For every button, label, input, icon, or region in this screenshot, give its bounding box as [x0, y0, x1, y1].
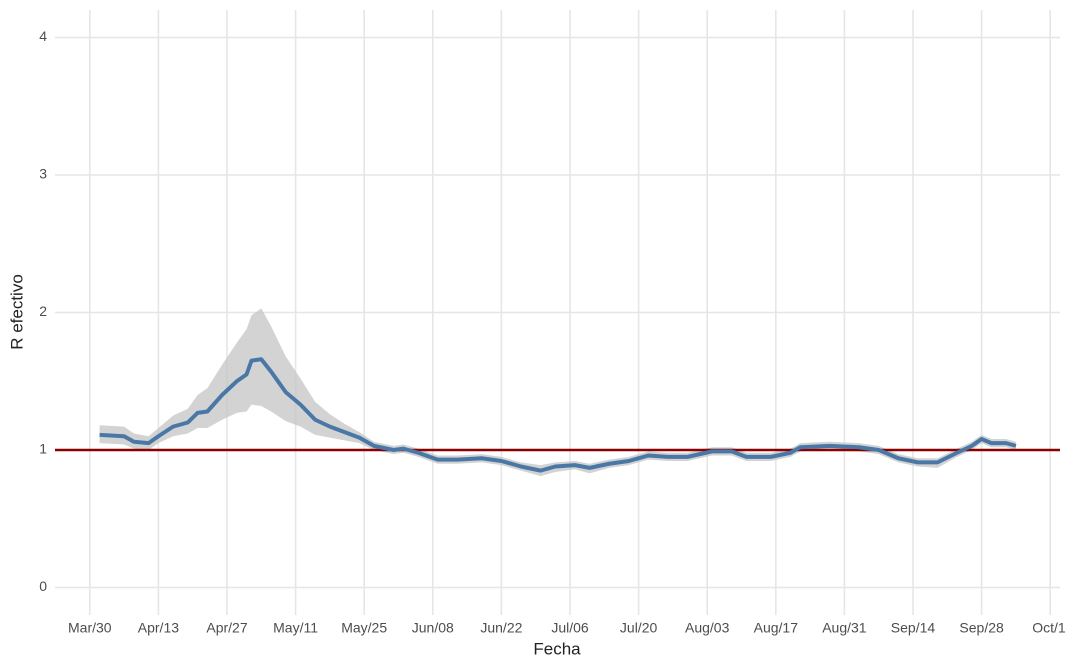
y-tick-label: 4 [39, 28, 47, 44]
x-tick-label: May/25 [341, 620, 387, 636]
x-tick-label: Apr/27 [206, 620, 247, 636]
x-tick-label: Jul/20 [620, 620, 658, 636]
x-tick-label: May/11 [273, 620, 318, 636]
x-axis-title: Fecha [533, 639, 581, 658]
y-tick-label: 1 [39, 441, 47, 457]
x-tick-label: Oct/1 [1032, 620, 1066, 636]
x-tick-label: Sep/14 [891, 620, 936, 636]
y-tick-label: 2 [39, 303, 47, 319]
y-axis-title: R efectivo [7, 274, 26, 350]
x-tick-label: Mar/30 [68, 620, 112, 636]
x-tick-label: Aug/17 [754, 620, 799, 636]
x-tick-label: Aug/03 [685, 620, 730, 636]
line [99, 357, 1017, 473]
x-tick-label: Jun/08 [412, 620, 454, 636]
x-tick-label: Jun/22 [480, 620, 522, 636]
y-tick-label: 0 [39, 578, 47, 594]
confidence-band [99, 308, 1016, 477]
x-tick-label: Sep/28 [959, 620, 1004, 636]
y-tick-label: 3 [39, 166, 47, 182]
x-tick-label: Jul/06 [551, 620, 589, 636]
x-tick-label: Apr/13 [138, 620, 179, 636]
x-tick-label: Aug/31 [822, 620, 867, 636]
